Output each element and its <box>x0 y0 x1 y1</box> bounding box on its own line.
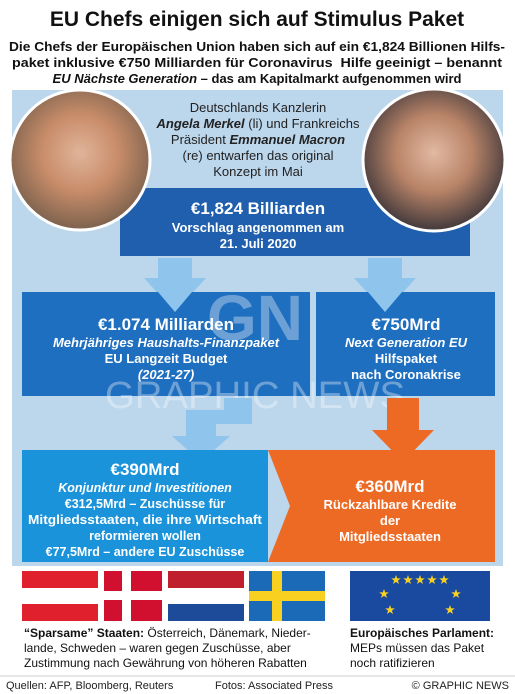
intro-line: EU Nächste Generation – das am Kapitalma… <box>53 71 462 86</box>
next-gen-text: Hilfspaket <box>375 351 438 366</box>
caption-line: Angela Merkel (li) und Frankreichs <box>155 116 360 131</box>
budget-box <box>22 292 310 396</box>
parliament-label: Europäisches Parlament: <box>350 626 494 640</box>
budget-text: Mehrjähriges Haushalts-Finanzpaket <box>53 335 280 350</box>
footer-photos: Fotos: Associated Press <box>215 680 333 692</box>
grants-text: Konjunktur und Investitionen <box>58 481 232 495</box>
loans-text: Rückzahlbare Kredite <box>324 497 457 512</box>
caption-name: Emmanuel Macron <box>229 132 345 147</box>
caption-name: Angela Merkel <box>155 116 245 131</box>
parliament-text: noch ratifizieren <box>350 656 435 670</box>
grants-box <box>22 450 268 562</box>
grants-amount: €390Mrd <box>111 460 180 479</box>
arrow <box>372 398 434 462</box>
grants-text: €77,5Mrd – andere EU Zuschüsse <box>46 545 245 559</box>
caption-line: Deutschlands Kanzlerin <box>190 100 327 115</box>
next-gen-text: Next Generation EU <box>345 335 468 350</box>
total-amount: €1,824 Billiarden <box>191 199 325 218</box>
arrow-tip <box>158 292 402 312</box>
flag-eu <box>350 571 490 621</box>
loans-box <box>268 450 495 562</box>
loans-text: der <box>380 513 400 528</box>
grants-text: reformieren wollen <box>89 529 201 543</box>
watermark: GRAPHIC NEWS <box>105 375 405 417</box>
budget-amount: €1.074 Milliarden <box>98 315 234 334</box>
parliament-text: MEPs müssen das Paket <box>350 641 485 655</box>
title: EU Chefs einigen sich auf Stimulus Paket <box>50 8 464 31</box>
footer-sources: Quellen: AFP, Bloomberg, Reuters <box>6 680 174 692</box>
next-gen-text: nach Coronakrise <box>351 367 461 382</box>
loans-text: Mitgliedsstaaten <box>339 529 441 544</box>
intro-line: paket inklusive €750 Milliarden für Coro… <box>12 55 503 70</box>
arrow <box>144 258 206 312</box>
caption-line: Konzept im Mai <box>213 164 303 179</box>
total-text: Vorschlag angenommen am <box>172 220 344 235</box>
budget-text: (2021-27) <box>138 367 194 382</box>
caption-text: (li) und Frankreichs <box>245 116 360 131</box>
next-gen-box <box>316 292 495 396</box>
arrow <box>354 258 416 312</box>
intro-text: – das am Kapitalmarkt aufgenommen wird <box>197 71 461 86</box>
flag-netherlands <box>168 571 244 621</box>
photo-merkel <box>8 88 152 232</box>
footer-copyright: © GRAPHIC NEWS <box>412 680 509 692</box>
arrow <box>172 398 252 462</box>
photo-macron <box>361 87 507 233</box>
frugal-line: Zustimmung nach Gewährung von höheren Ra… <box>24 656 307 670</box>
flag-austria <box>22 571 98 621</box>
intro-emphasis: EU Nächste Generation <box>53 71 198 86</box>
grants-text: €312,5Mrd – Zuschüsse für <box>65 497 226 511</box>
frugal-label: “Sparsame” Staaten: <box>24 626 144 640</box>
caption-line: Präsident Emmanuel Macron <box>171 132 345 147</box>
caption-text: Präsident <box>171 132 230 147</box>
next-gen-amount: €750Mrd <box>372 315 441 334</box>
flag-denmark <box>104 571 162 621</box>
frugal-line: lande, Schweden – waren gegen Zuschüsse,… <box>24 641 291 655</box>
total-text: 21. Juli 2020 <box>220 236 297 251</box>
frugal-line: “Sparsame” Staaten: Österreich, Dänemark… <box>24 626 311 640</box>
logo: GN <box>207 282 303 354</box>
intro-line: Die Chefs der Europäischen Union haben s… <box>9 39 505 54</box>
caption-line: (re) entwarfen das original <box>182 148 333 163</box>
flag-sweden <box>249 571 325 621</box>
grants-text: Mitgliedsstaaten, die ihre Wirtschaft <box>28 513 263 527</box>
budget-text: EU Langzeit Budget <box>105 351 228 366</box>
loans-amount: €360Mrd <box>356 477 425 496</box>
frugal-text: Österreich, Dänemark, Nieder- <box>144 626 311 640</box>
